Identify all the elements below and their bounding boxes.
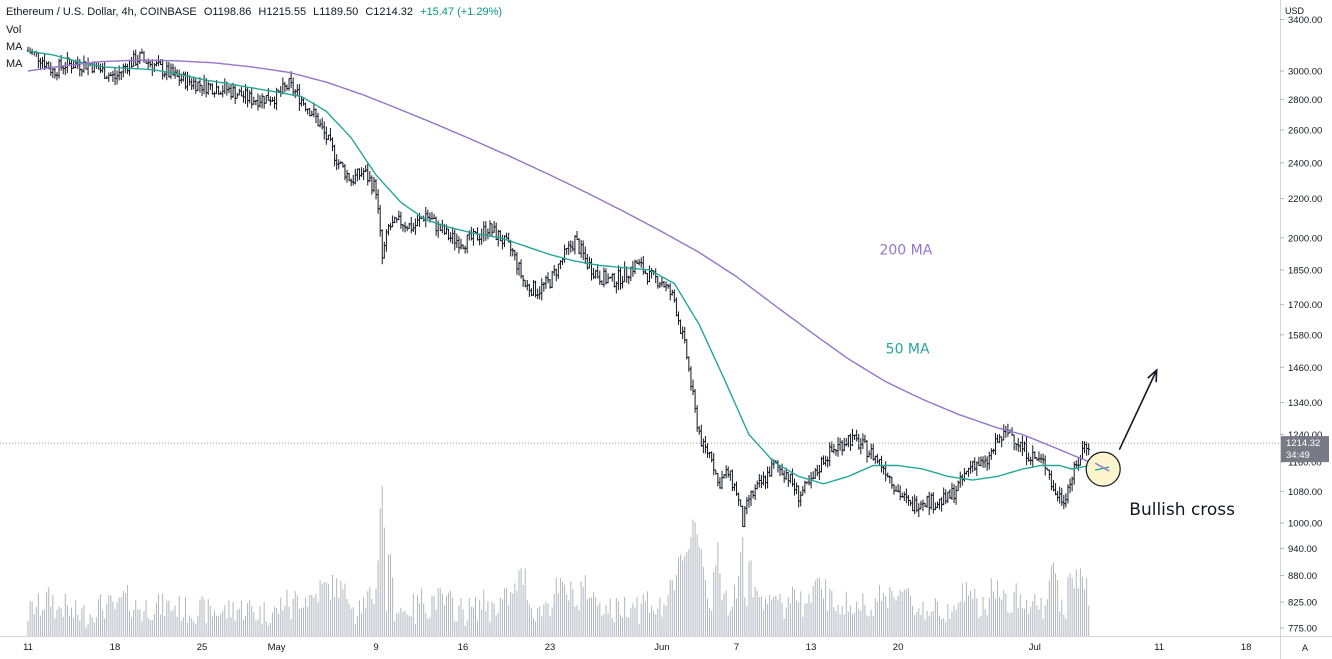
y-tick-label: 3400.00 [1288,15,1322,26]
y-tick-label: 1580.00 [1288,330,1322,341]
x-tick-label: Jun [654,642,669,653]
y-tick-label: 2800.00 [1288,95,1322,106]
y-tick-label: 2000.00 [1288,233,1322,244]
y-tick-label: 1460.00 [1288,363,1322,374]
annotations: 200 MA 50 MA Bullish cross [879,243,1235,520]
symbol-title[interactable]: Ethereum / U.S. Dollar, 4h, COINBASE [6,6,197,18]
y-tick-label: 1000.00 [1288,519,1322,530]
legend-ma-50[interactable]: MA [6,41,23,53]
x-tick-label: 9 [373,642,378,653]
ohlc-close: C1214.32 [365,6,414,18]
x-tick-label: 16 [458,642,469,653]
auto-scale-label[interactable]: A [1302,643,1308,653]
annotation-label: 50 MA [886,341,930,357]
y-tick-label: 2400.00 [1288,158,1322,169]
x-tick-label: 11 [23,642,33,653]
x-tick-label: 7 [734,642,739,653]
moving-averages [27,50,1088,485]
x-tick-label: May [268,642,286,653]
y-tick-label: 1850.00 [1288,265,1322,276]
auto-scale-button[interactable]: A [1302,643,1308,653]
cross-ma200-segment [1094,462,1110,472]
y-tick-label: 880.00 [1288,571,1317,582]
x-tick-label: 11 [1154,642,1164,653]
y-tick-label: 775.00 [1288,623,1317,634]
ohlc-high: H1215.55 [258,6,307,18]
ma-line-50-ma [27,50,1088,485]
x-tick-label: 20 [893,642,904,653]
x-tick-label: 25 [197,642,208,653]
volume-bars [27,486,1090,636]
y-tick-label: 1700.00 [1288,300,1322,311]
candlesticks [26,46,1090,528]
y-tick-label: 825.00 [1288,598,1317,609]
ohlc-low: L1189.50 [313,6,359,18]
cross-ma50-segment [1095,466,1110,471]
y-tick-label: 1240.00 [1288,430,1322,441]
legend-volume[interactable]: Vol [6,24,22,36]
arrow-up-icon [1118,369,1158,451]
time-axis[interactable]: 11 18 25 May 9 16 23 Jun 7 13 20 Jul 11 18 [0,636,1332,659]
ma-line-200-ma [27,59,1088,462]
y-tick-label: 3000.00 [1288,67,1322,78]
chart-header: Ethereum / U.S. Dollar, 4h, COINBASE O11… [6,6,506,18]
last-price-label: 1214.32 34:49 [1281,436,1329,463]
price-change: +15.47 (+1.29%) [420,6,503,18]
x-tick-label: 18 [1241,642,1252,653]
annotation-label: Bullish cross [1129,500,1235,520]
y-tick-label: 940.00 [1288,544,1317,555]
currency-label: USD [1284,6,1304,16]
y-tick-label: 1340.00 [1288,398,1322,409]
x-tick-label: 23 [545,642,556,653]
y-tick-label: 1080.00 [1288,487,1322,498]
ohlc-open: O1198.86 [203,6,252,18]
y-tick-label: 1160.00 [1288,457,1322,468]
x-tick-label: 18 [110,642,121,653]
annotation-label: 200 MA [879,243,932,259]
candle-countdown: 34:49 [1286,450,1310,461]
legend-ma-200[interactable]: MA [6,58,23,70]
price-axis[interactable]: 775.00 825.00 880.00 940.00 1000.00 1080.00 11… [1280,0,1332,659]
last-price-value: 1214.32 [1286,438,1320,449]
arrow-head-icon [1147,368,1158,383]
y-tick-label: 2600.00 [1288,125,1322,136]
x-tick-label: Jul [1029,642,1041,653]
x-tick-label: 13 [806,642,817,653]
y-tick-label: 2200.00 [1288,194,1322,205]
